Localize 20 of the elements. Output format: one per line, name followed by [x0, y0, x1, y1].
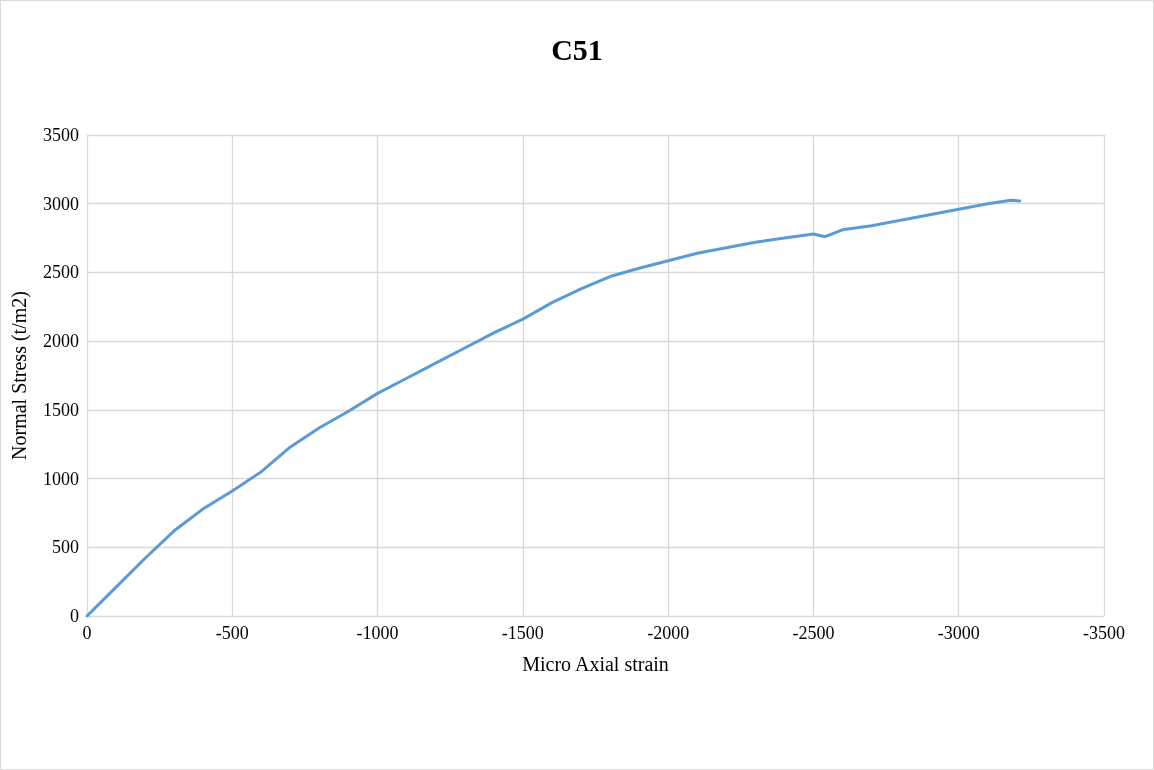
x-tick-label: -3000	[937, 623, 980, 643]
line-series	[85, 198, 1022, 618]
y-tick-label: 1500	[43, 399, 79, 420]
y-axis-title: Normal Stress (t/m2)	[8, 291, 31, 460]
y-tick-label: 2500	[43, 262, 79, 283]
y-tick-label: 2000	[43, 331, 79, 352]
y-tick-label: 500	[52, 537, 79, 558]
y-tick-label: 3000	[43, 193, 79, 214]
x-tick-label: -1000	[356, 623, 399, 643]
y-tick-label: 3500	[43, 125, 79, 145]
x-tick-label: -3500	[1083, 623, 1125, 643]
x-tick-label: -2500	[792, 623, 835, 643]
y-tick-label: 1000	[43, 468, 79, 489]
x-tick-label: -500	[215, 623, 249, 643]
chart-title: C51	[551, 32, 603, 66]
x-tick-label: -1500	[501, 623, 544, 643]
y-tick-label: 0	[70, 606, 79, 626]
x-axis-title: Micro Axial strain	[522, 653, 669, 675]
x-tick-label: 0	[82, 623, 92, 643]
x-tick-label: -2000	[647, 623, 690, 643]
